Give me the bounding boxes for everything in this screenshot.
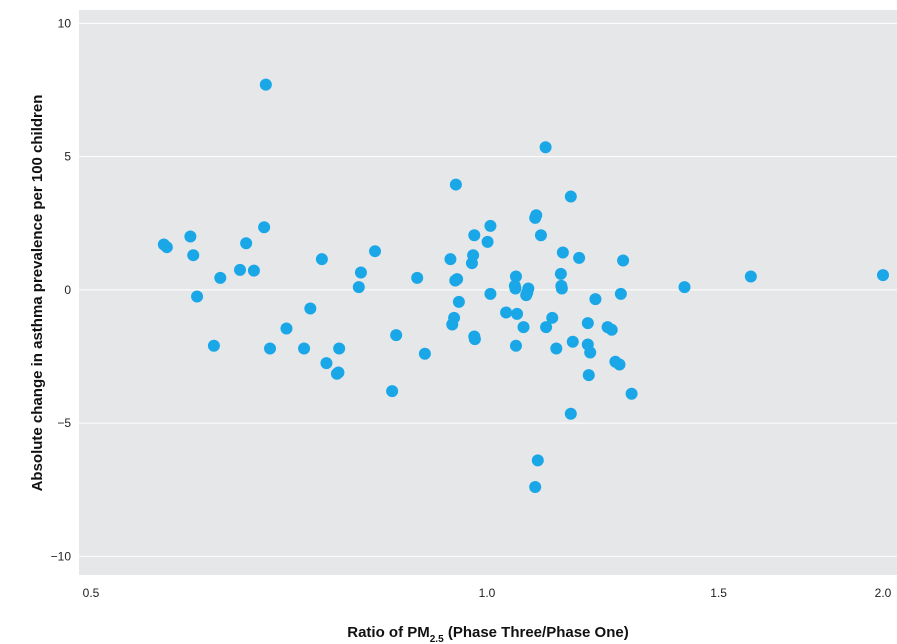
data-point	[617, 254, 630, 267]
data-point	[534, 229, 547, 242]
data-point	[509, 339, 522, 352]
data-point	[191, 290, 204, 303]
data-point	[467, 249, 480, 262]
data-point	[564, 407, 577, 420]
data-point	[448, 311, 461, 324]
data-point	[468, 229, 481, 242]
data-point	[240, 237, 253, 250]
data-point	[539, 141, 552, 154]
data-point	[264, 342, 277, 355]
data-point	[418, 347, 431, 360]
data-point	[320, 357, 333, 370]
data-point	[481, 235, 494, 248]
data-point	[555, 282, 568, 295]
data-point	[531, 454, 544, 467]
data-point	[581, 317, 594, 330]
y-tick-label: 10	[58, 16, 72, 30]
data-point	[187, 249, 200, 262]
data-point	[529, 481, 542, 494]
data-point	[540, 321, 553, 334]
data-point	[468, 333, 481, 346]
data-point	[332, 366, 345, 379]
data-point	[484, 219, 497, 232]
data-point	[411, 271, 424, 284]
data-point	[386, 385, 399, 398]
data-point	[556, 246, 569, 259]
data-point	[333, 342, 346, 355]
data-point	[160, 241, 173, 254]
x-tick-label: 2.0	[875, 586, 892, 600]
data-point	[452, 295, 465, 308]
data-point	[451, 273, 464, 286]
y-tick-label: −10	[51, 549, 72, 563]
data-point	[877, 269, 889, 282]
data-point	[517, 321, 530, 334]
x-tick-labels: 0.5 1.0 1.5 2.0	[83, 586, 892, 600]
data-point	[354, 266, 367, 279]
data-point	[352, 281, 365, 294]
x-axis-title: Ratio of PM2.5 (Phase Three/Phase One)	[347, 624, 628, 644]
data-point	[304, 302, 317, 315]
data-point	[509, 282, 522, 295]
data-point	[184, 230, 197, 243]
data-point	[258, 221, 271, 234]
y-tick-label: −5	[57, 416, 71, 430]
y-tick-label: 0	[64, 283, 71, 297]
data-point	[522, 282, 535, 295]
data-point	[511, 307, 524, 320]
data-point	[509, 270, 522, 283]
data-point	[530, 209, 543, 222]
data-point	[550, 342, 563, 355]
data-point	[589, 293, 602, 306]
data-point	[678, 281, 691, 294]
data-point	[546, 311, 559, 324]
x-axis-title-suffix: (Phase Three/Phase One)	[444, 624, 629, 641]
data-points	[157, 78, 889, 494]
data-point	[214, 271, 227, 284]
data-point	[744, 270, 757, 283]
data-point	[582, 369, 595, 382]
y-tick-label: 5	[64, 150, 71, 164]
x-tick-label: 0.5	[83, 586, 100, 600]
data-point	[280, 322, 293, 335]
data-point	[613, 358, 626, 371]
data-point	[444, 253, 457, 266]
data-point	[566, 335, 579, 348]
data-point	[369, 245, 382, 258]
data-point	[614, 287, 627, 300]
data-point	[554, 267, 567, 280]
data-point	[259, 78, 272, 91]
data-point	[573, 251, 586, 264]
data-point	[484, 287, 497, 300]
data-point	[315, 253, 328, 266]
data-point	[564, 190, 577, 203]
data-point	[500, 306, 513, 319]
data-point	[247, 264, 260, 277]
data-point	[449, 178, 462, 191]
data-point	[298, 342, 311, 355]
data-point	[605, 323, 618, 336]
data-point	[234, 263, 247, 276]
x-axis-title-subscript: 2.5	[430, 634, 444, 644]
data-point	[207, 339, 220, 352]
data-point	[584, 346, 597, 359]
x-tick-label: 1.0	[479, 586, 496, 600]
y-tick-labels: −10 −5 0 5 10	[51, 16, 72, 563]
y-axis-title: Absolute change in asthma prevalence per…	[29, 95, 46, 492]
x-axis-title-prefix: Ratio of PM	[347, 624, 430, 641]
data-point	[625, 387, 638, 400]
data-point	[390, 329, 403, 342]
x-tick-label: 1.5	[710, 586, 727, 600]
